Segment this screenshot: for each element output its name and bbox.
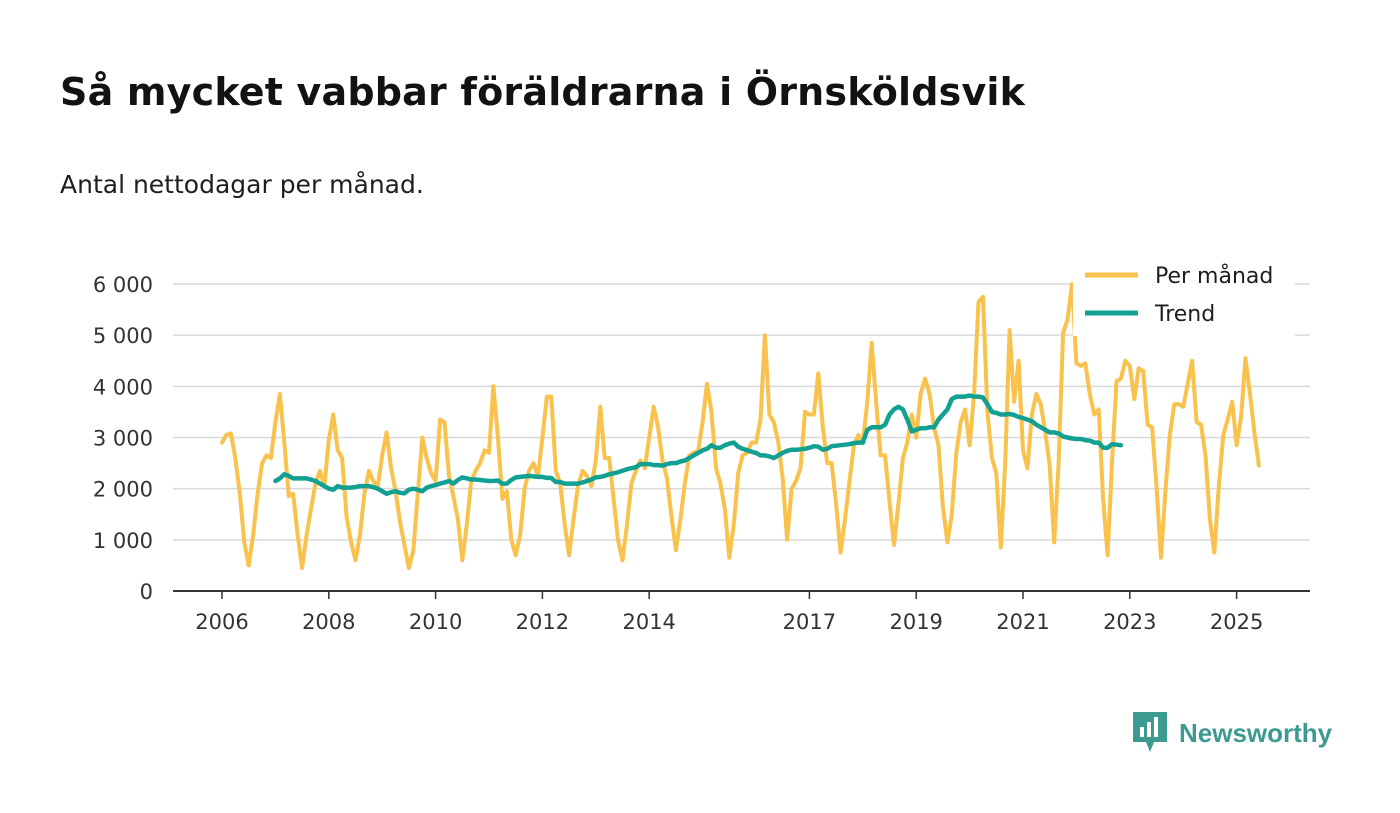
x-tick-label: 2014: [622, 610, 675, 634]
y-tick-label: 6 000: [93, 273, 153, 297]
series-lines: [220, 282, 1261, 570]
y-tick-label: 5 000: [93, 324, 153, 348]
legend: Per månad Trend: [1073, 256, 1295, 336]
y-axis-ticks: 0 1 000 2 000 3 000 4 000 5 000 6 000: [93, 273, 153, 604]
y-tick-label: 0: [140, 580, 153, 604]
brand-name: Newsworthy: [1179, 717, 1333, 748]
x-tick-label: 2025: [1210, 610, 1263, 634]
y-tick-label: 4 000: [93, 375, 153, 399]
x-tick-label: 2008: [302, 610, 355, 634]
chart-title: Så mycket vabbar föräldrarna i Örnskölds…: [60, 70, 1026, 114]
series-line-trend: [273, 393, 1124, 497]
x-tick-label: 2019: [889, 610, 942, 634]
x-tick-label: 2017: [783, 610, 836, 634]
y-tick-label: 1 000: [93, 529, 153, 553]
legend-background: [1073, 256, 1295, 336]
x-tick-label: 2021: [996, 610, 1049, 634]
x-tick-label: 2010: [409, 610, 462, 634]
x-tick-label: 2006: [195, 610, 248, 634]
chart-subtitle: Antal nettodagar per månad.: [60, 170, 424, 199]
series-line-per-manad: [220, 282, 1261, 570]
newsworthy-logo-icon: [1133, 712, 1167, 752]
newsworthy-logo[interactable]: Newsworthy: [1133, 712, 1332, 754]
y-tick-label: 3 000: [93, 427, 153, 451]
x-tick-label: 2012: [516, 610, 569, 634]
legend-label-per-manad: Per månad: [1155, 263, 1273, 289]
x-axis-ticks: 2006 2008 2010 2012 2014 2017 2019 2021 2023 2025: [195, 591, 1263, 634]
y-tick-label: 2 000: [93, 478, 153, 502]
legend-label-trend: Trend: [1154, 302, 1215, 327]
x-tick-label: 2023: [1103, 610, 1156, 634]
